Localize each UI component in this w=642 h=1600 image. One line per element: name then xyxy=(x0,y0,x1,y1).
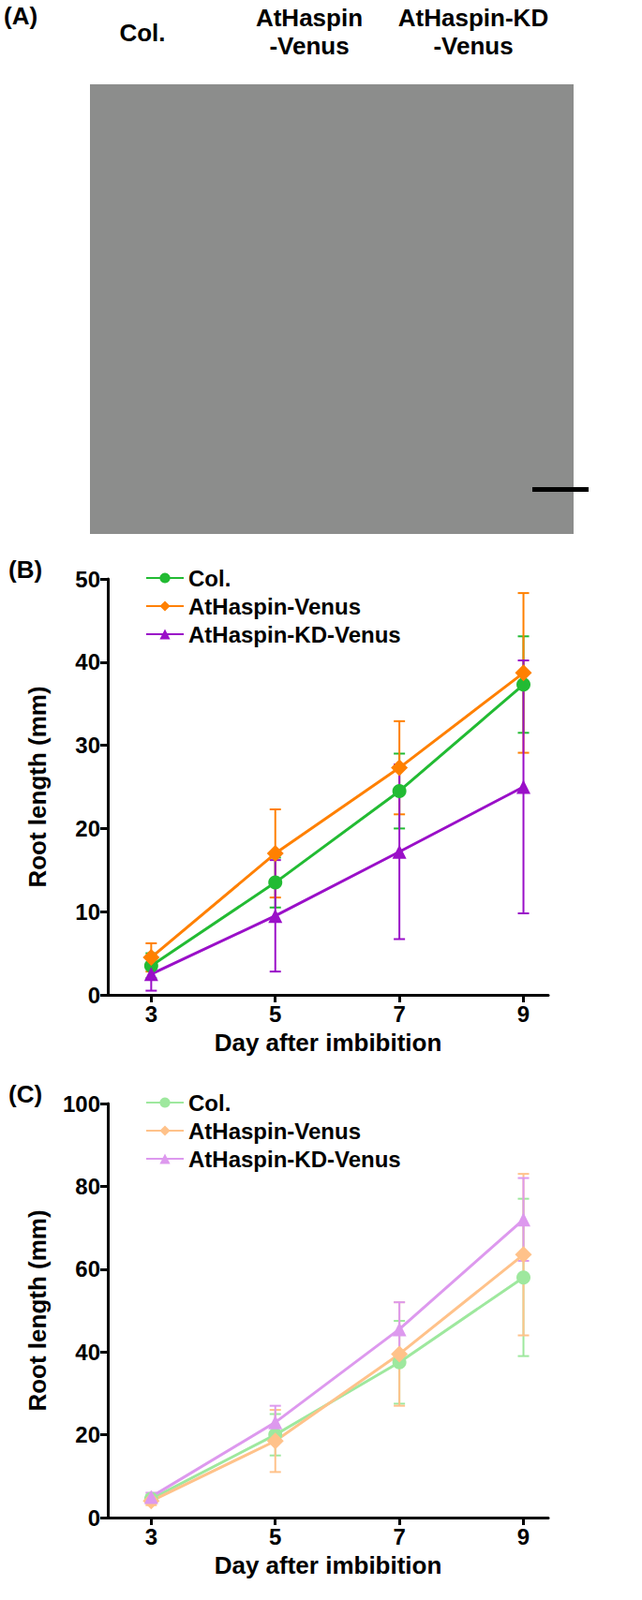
svg-text:AtHaspin-KD-Venus: AtHaspin-KD-Venus xyxy=(188,622,402,648)
svg-text:60: 60 xyxy=(74,1256,101,1283)
svg-text:50: 50 xyxy=(74,567,101,593)
svg-text:0: 0 xyxy=(88,983,101,1009)
svg-text:(B): (B) xyxy=(8,555,43,584)
html-text:AtHaspin-KD: AtHaspin-KD xyxy=(398,3,549,32)
svg-text:AtHaspin-Venus: AtHaspin-Venus xyxy=(188,1119,361,1145)
svg-text:Day after imbibition: Day after imbibition xyxy=(214,1029,443,1058)
svg-text:9: 9 xyxy=(517,1524,530,1551)
svg-text:7: 7 xyxy=(392,1001,405,1028)
svg-text:(C): (C) xyxy=(8,1080,43,1109)
svg-text:100: 100 xyxy=(62,1091,101,1118)
svg-text:AtHaspin-KD-Venus: AtHaspin-KD-Venus xyxy=(188,1147,402,1173)
svg-text:AtHaspin-Venus: AtHaspin-Venus xyxy=(188,594,361,620)
svg-text:20: 20 xyxy=(74,1422,101,1449)
html-text:AtHaspin: AtHaspin xyxy=(255,3,363,32)
html-text:(A): (A) xyxy=(3,1,38,30)
html-text:-Venus: -Venus xyxy=(269,31,350,60)
svg-text:5: 5 xyxy=(268,1001,282,1028)
svg-text:0: 0 xyxy=(88,1506,101,1532)
svg-text:Root length (mm): Root length (mm) xyxy=(23,1209,52,1412)
svg-text:7: 7 xyxy=(392,1524,405,1551)
svg-text:40: 40 xyxy=(74,1340,101,1366)
svg-text:20: 20 xyxy=(74,816,101,842)
svg-text:Day after imbibition: Day after imbibition xyxy=(214,1552,443,1581)
svg-text:3: 3 xyxy=(145,1524,158,1551)
svg-text:3: 3 xyxy=(145,1001,158,1028)
svg-text:Col.: Col. xyxy=(188,566,231,592)
svg-text:5: 5 xyxy=(268,1524,282,1551)
html-text:-Venus: -Venus xyxy=(433,31,514,60)
svg-text:9: 9 xyxy=(517,1001,530,1028)
svg-text:80: 80 xyxy=(74,1174,101,1200)
svg-text:Col.: Col. xyxy=(188,1090,231,1117)
svg-text:30: 30 xyxy=(74,732,101,759)
svg-text:40: 40 xyxy=(74,649,101,675)
svg-text:Root length (mm): Root length (mm) xyxy=(23,686,52,888)
html-text:Col.: Col. xyxy=(119,18,166,47)
svg-text:10: 10 xyxy=(74,899,101,926)
